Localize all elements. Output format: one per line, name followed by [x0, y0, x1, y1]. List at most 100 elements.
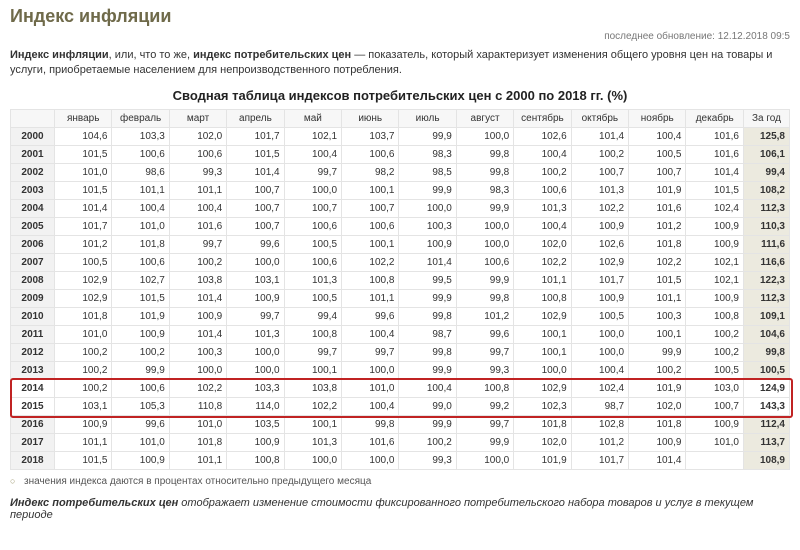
total-cell: 113,7 — [744, 433, 790, 451]
value-cell: 99,4 — [284, 307, 341, 325]
value-cell: 102,2 — [169, 379, 226, 397]
value-cell: 101,8 — [169, 433, 226, 451]
value-cell: 99,8 — [456, 163, 513, 181]
value-cell: 98,7 — [571, 397, 628, 415]
value-cell: 102,0 — [169, 127, 226, 145]
value-cell: 100,9 — [399, 235, 456, 253]
value-cell: 101,7 — [571, 271, 628, 289]
value-cell: 100,6 — [284, 253, 341, 271]
value-cell: 98,5 — [399, 163, 456, 181]
value-cell: 101,1 — [629, 289, 686, 307]
total-cell: 112,3 — [744, 289, 790, 307]
value-cell: 100,9 — [55, 415, 112, 433]
value-cell: 99,9 — [456, 199, 513, 217]
value-cell: 101,6 — [169, 217, 226, 235]
value-cell: 101,1 — [112, 181, 169, 199]
value-cell: 102,6 — [571, 235, 628, 253]
year-cell: 2017 — [11, 433, 55, 451]
value-cell: 103,1 — [55, 397, 112, 415]
value-cell: 101,7 — [55, 217, 112, 235]
value-cell: 98,3 — [456, 181, 513, 199]
header-month: февраль — [112, 109, 169, 127]
value-cell: 101,3 — [514, 199, 571, 217]
value-cell: 99,7 — [227, 307, 284, 325]
table-row: 2018101,5100,9101,1100,8100,0100,099,310… — [11, 451, 790, 469]
total-cell: 122,3 — [744, 271, 790, 289]
value-cell: 101,8 — [112, 235, 169, 253]
value-cell: 99,8 — [456, 289, 513, 307]
value-cell: 101,7 — [571, 451, 628, 469]
value-cell: 102,1 — [284, 127, 341, 145]
value-cell: 99,9 — [456, 271, 513, 289]
value-cell: 99,9 — [399, 361, 456, 379]
total-cell: 109,1 — [744, 307, 790, 325]
value-cell: 100,2 — [686, 325, 744, 343]
cpi-table: январьфевральмартапрельмайиюньиюльавгуст… — [10, 109, 790, 470]
value-cell: 100,6 — [514, 181, 571, 199]
value-cell: 101,3 — [284, 433, 341, 451]
table-row: 2002101,098,699,3101,499,798,298,599,810… — [11, 163, 790, 181]
value-cell: 101,4 — [55, 199, 112, 217]
value-cell: 99,8 — [342, 415, 399, 433]
value-cell: 99,9 — [629, 343, 686, 361]
intro-paragraph: Индекс инфляции, или, что то же, индекс … — [10, 48, 790, 78]
value-cell: 101,9 — [629, 181, 686, 199]
value-cell: 101,3 — [227, 325, 284, 343]
value-cell: 99,7 — [456, 343, 513, 361]
table-row: 2012100,2100,2100,3100,099,799,799,899,7… — [11, 343, 790, 361]
value-cell: 99,9 — [112, 361, 169, 379]
value-cell: 101,5 — [55, 181, 112, 199]
value-cell: 100,4 — [112, 199, 169, 217]
value-cell: 102,4 — [571, 379, 628, 397]
value-cell: 99,6 — [227, 235, 284, 253]
value-cell: 100,3 — [629, 307, 686, 325]
value-cell: 110,8 — [169, 397, 226, 415]
value-cell: 100,2 — [169, 253, 226, 271]
value-cell: 101,8 — [629, 235, 686, 253]
table-row: 2004101,4100,4100,4100,7100,7100,7100,09… — [11, 199, 790, 217]
value-cell: 99,5 — [399, 271, 456, 289]
table-body: 2000104,6103,3102,0101,7102,1103,799,910… — [11, 127, 790, 469]
value-cell: 100,9 — [629, 433, 686, 451]
value-cell: 100,9 — [169, 307, 226, 325]
value-cell: 100,4 — [342, 325, 399, 343]
value-cell: 99,8 — [399, 343, 456, 361]
value-cell: 100,7 — [629, 163, 686, 181]
value-cell: 100,0 — [227, 361, 284, 379]
value-cell: 101,6 — [686, 145, 744, 163]
value-cell: 99,6 — [342, 307, 399, 325]
value-cell: 100,3 — [399, 217, 456, 235]
value-cell: 103,8 — [284, 379, 341, 397]
def-bold: Индекс потребительских цен — [10, 497, 178, 509]
value-cell: 100,0 — [571, 343, 628, 361]
value-cell: 101,0 — [55, 325, 112, 343]
value-cell: 100,2 — [514, 163, 571, 181]
value-cell: 101,9 — [514, 451, 571, 469]
header-month: июль — [399, 109, 456, 127]
value-cell: 101,8 — [514, 415, 571, 433]
value-cell: 98,6 — [112, 163, 169, 181]
value-cell: 100,9 — [686, 235, 744, 253]
value-cell: 98,7 — [399, 325, 456, 343]
value-cell: 100,2 — [112, 343, 169, 361]
value-cell: 100,2 — [55, 343, 112, 361]
value-cell: 100,7 — [284, 199, 341, 217]
value-cell: 101,1 — [55, 433, 112, 451]
value-cell: 103,5 — [227, 415, 284, 433]
year-cell: 2012 — [11, 343, 55, 361]
value-cell: 100,2 — [55, 361, 112, 379]
intro-bold-1: Индекс инфляции — [10, 49, 109, 61]
year-cell: 2007 — [11, 253, 55, 271]
value-cell: 101,6 — [342, 433, 399, 451]
total-cell: 124,9 — [744, 379, 790, 397]
value-cell: 100,0 — [571, 325, 628, 343]
year-cell: 2003 — [11, 181, 55, 199]
value-cell: 101,3 — [571, 181, 628, 199]
value-cell: 100,0 — [284, 181, 341, 199]
value-cell: 100,0 — [342, 361, 399, 379]
value-cell: 100,9 — [571, 289, 628, 307]
value-cell: 99,3 — [169, 163, 226, 181]
value-cell: 100,0 — [456, 451, 513, 469]
value-cell: 99,2 — [456, 397, 513, 415]
table-header-row: январьфевральмартапрельмайиюньиюльавгуст… — [11, 109, 790, 127]
